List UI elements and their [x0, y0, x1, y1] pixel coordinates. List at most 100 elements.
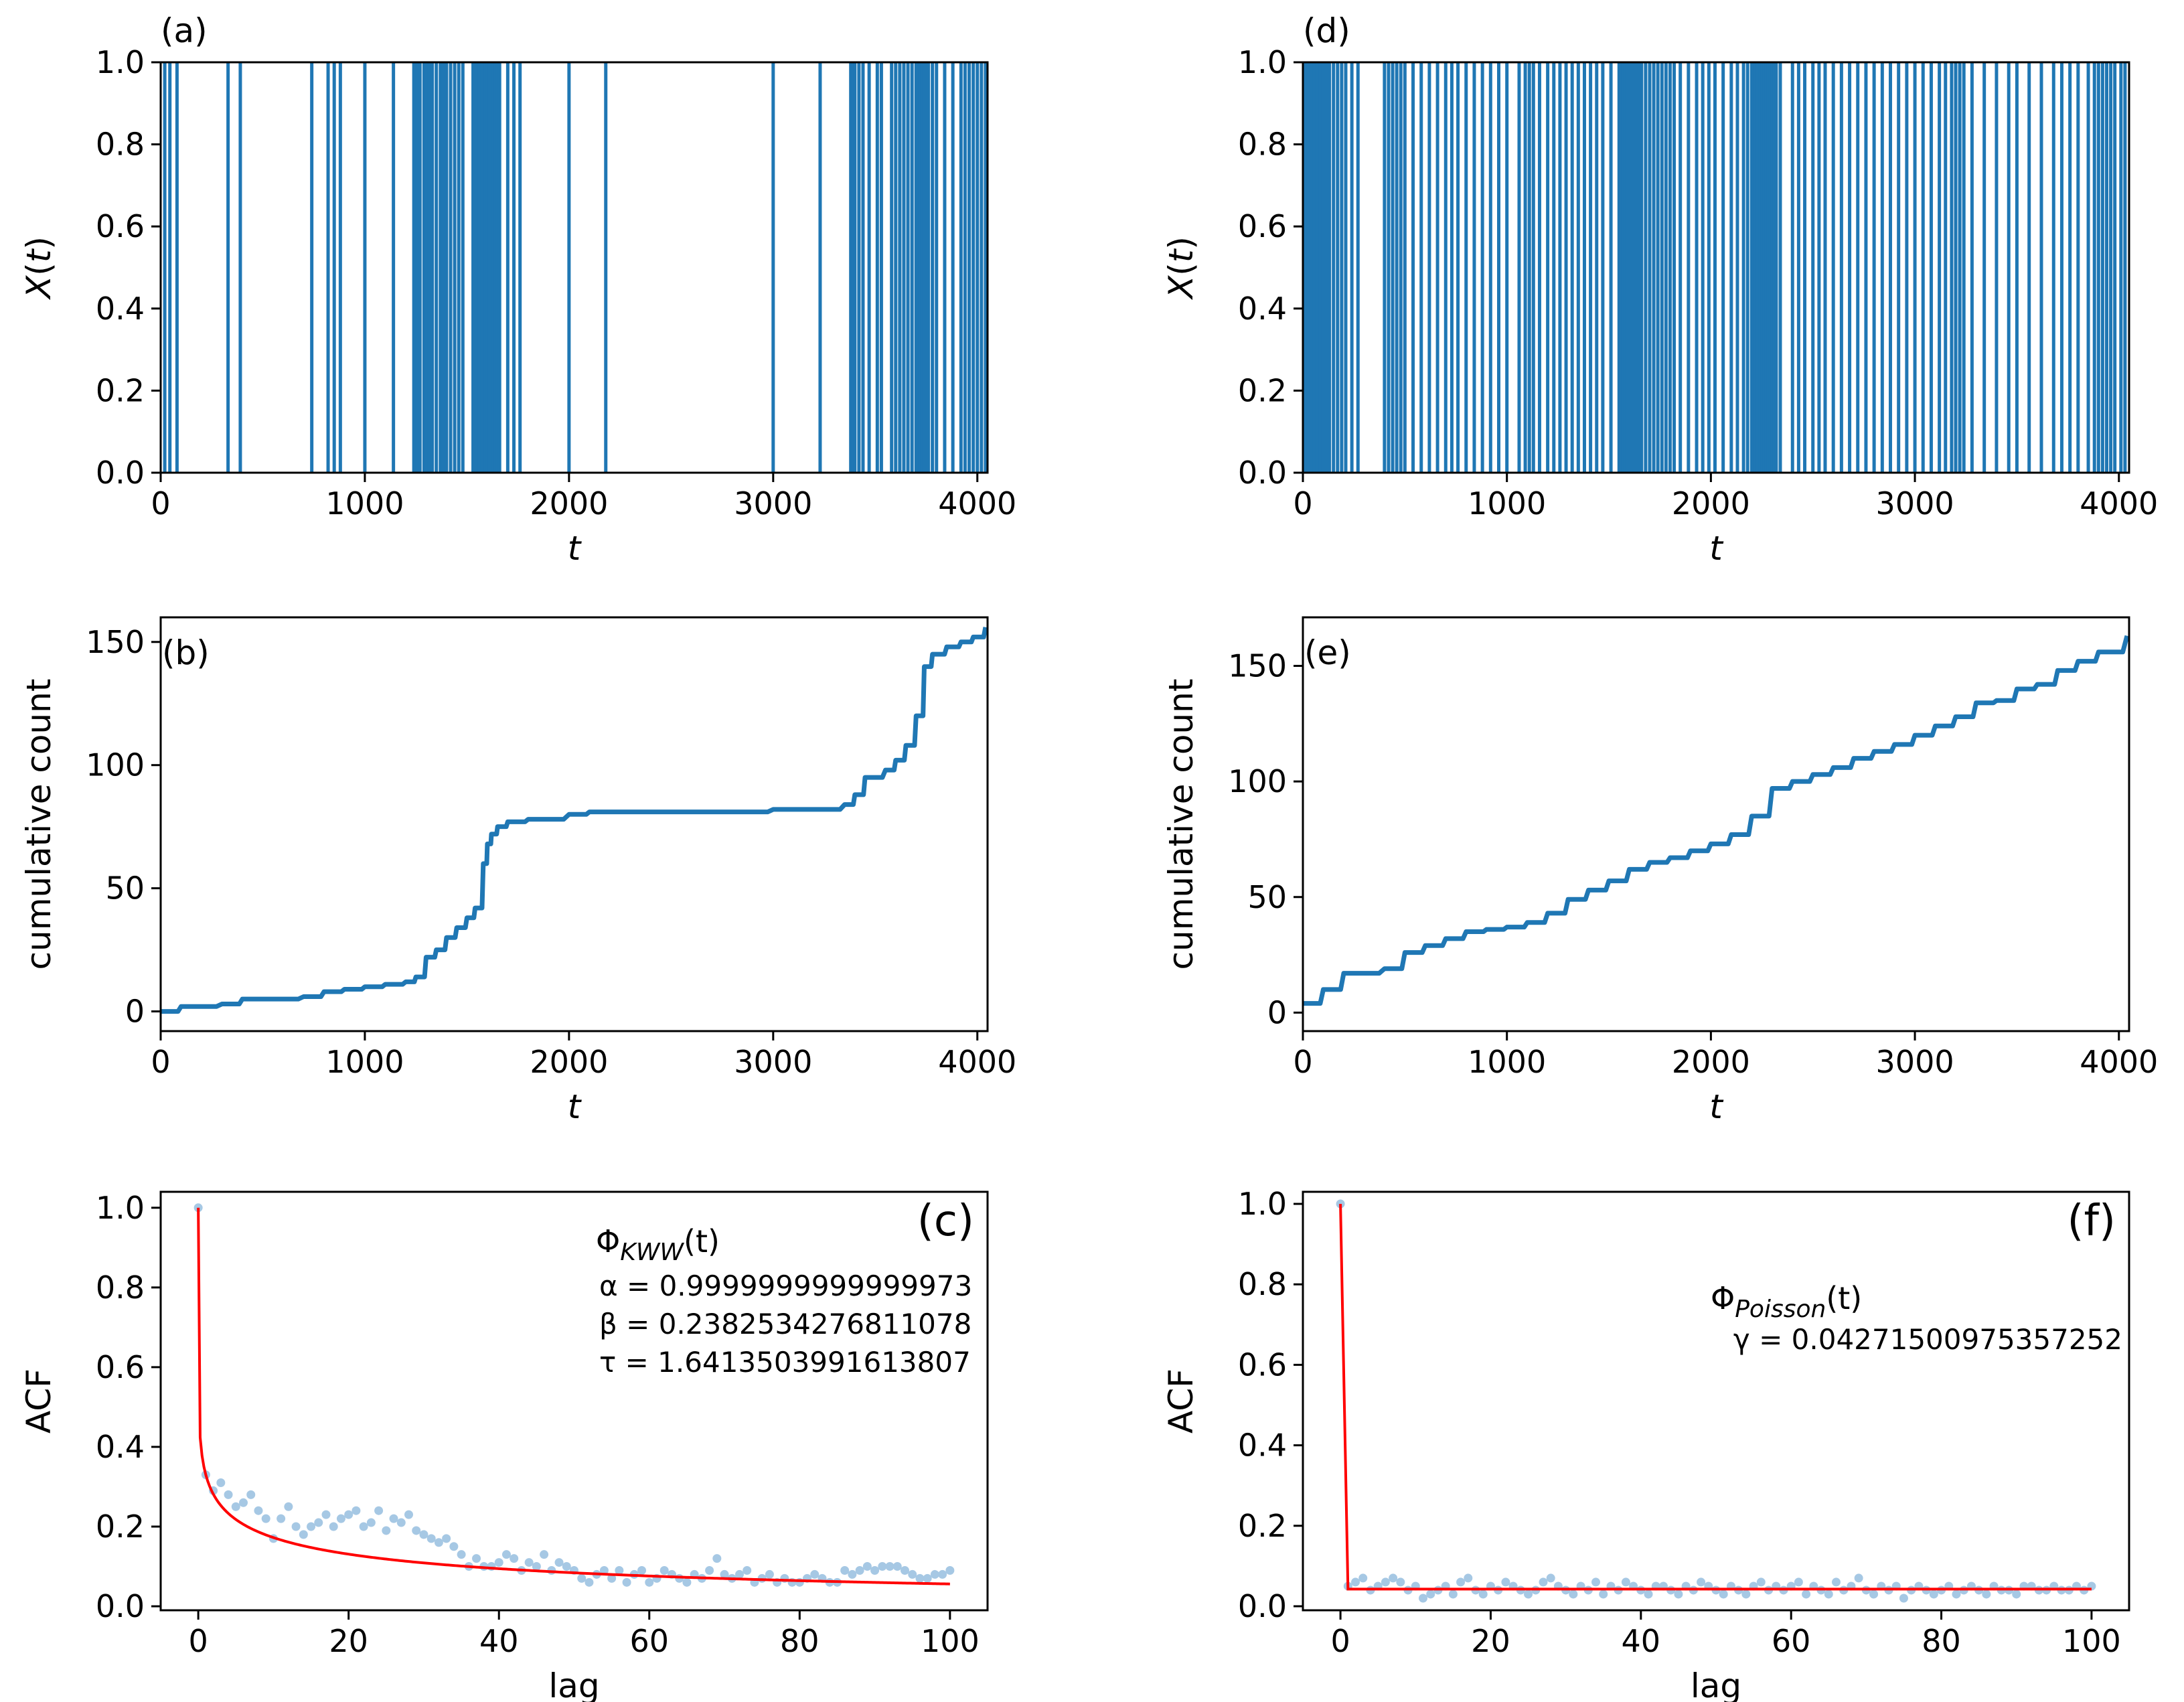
panel-d: 0 1000 2000 3000 40000.00.20.40.60.81.0tX(t)…: [1162, 11, 2158, 568]
panel-label: (d): [1303, 11, 1350, 50]
panel-label: (e): [1304, 633, 1351, 672]
plot-area-a: [163, 62, 988, 473]
acf-point: [720, 1569, 729, 1579]
acf-point: [1719, 1590, 1728, 1599]
x-tick-label: 3000: [1876, 485, 1954, 522]
acf-point: [735, 1569, 744, 1579]
y-tick-label: 1.0: [1238, 1186, 1287, 1222]
y-tick-label: 50: [105, 870, 145, 907]
acf-point: [1674, 1590, 1683, 1599]
axes-frame: [159, 1190, 989, 1612]
acf-point: [743, 1565, 752, 1575]
y-axis-label-t: t: [1162, 248, 1200, 262]
acf-point: [366, 1518, 376, 1527]
fit-annotation-arg: (t): [1826, 1280, 1862, 1316]
acf-point: [577, 1573, 587, 1583]
y-tick-label: 150: [1228, 648, 1287, 684]
y-tick-label: 1.0: [96, 1190, 145, 1226]
y-axis-label-close: ): [19, 236, 58, 250]
x-tick-label: 4000: [938, 1044, 1016, 1080]
acf-point: [1854, 1573, 1863, 1583]
acf-point: [1621, 1577, 1630, 1587]
panel-a: 0 1000 2000 3000 40000.00.20.40.60.81.0tX(t)…: [19, 11, 1016, 568]
y-tick-label: 0.2: [96, 1508, 145, 1545]
acf-point: [810, 1569, 820, 1579]
acf-point: [615, 1565, 624, 1575]
y-tick-label: 0.4: [1238, 1427, 1287, 1464]
y-tick-label: 0.0: [96, 455, 145, 491]
panel-label: (f): [2068, 1196, 2116, 1246]
acf-point: [1591, 1577, 1601, 1587]
acf-point: [314, 1518, 323, 1527]
acf-point: [840, 1565, 850, 1575]
x-tick-label: 100: [921, 1623, 980, 1659]
acf-point: [878, 1562, 887, 1571]
y-tick-label: 50: [1247, 879, 1287, 915]
x-tick-label: 60: [1772, 1623, 1811, 1659]
fit-parameter: β = 0.2382534276811078: [599, 1308, 971, 1340]
acf-point: [765, 1569, 774, 1579]
acf-point: [1831, 1577, 1841, 1587]
y-tick-label: 0.4: [96, 1429, 145, 1465]
x-axis-label: lag: [548, 1667, 599, 1702]
x-tick-label: 2000: [1672, 1044, 1750, 1080]
fit-annotation-sub: KWW: [620, 1239, 684, 1266]
y-axis-label: cumulative count: [19, 679, 58, 970]
x-tick-label: 4000: [2080, 485, 2158, 522]
x-tick-label: 4000: [2080, 1044, 2158, 1080]
x-tick-label: 0: [1330, 1623, 1350, 1659]
acf-point: [1824, 1590, 1833, 1599]
x-tick-label: 0: [1293, 485, 1312, 522]
acf-point: [659, 1565, 669, 1575]
acf-point: [1697, 1577, 1706, 1587]
acf-point: [930, 1569, 939, 1579]
acf-point: [908, 1569, 917, 1579]
x-tick-label: 3000: [734, 1044, 812, 1080]
acf-point: [329, 1522, 338, 1531]
y-tick-label: 0.8: [96, 127, 145, 163]
acf-point: [1478, 1590, 1488, 1599]
x-tick-label: 80: [1922, 1623, 1961, 1659]
acf-point: [1569, 1590, 1578, 1599]
acf-point: [254, 1506, 263, 1515]
y-tick-label: 0: [125, 994, 145, 1030]
acf-point: [239, 1498, 248, 1507]
acf-point: [885, 1562, 894, 1571]
acf-point: [637, 1565, 647, 1575]
x-tick-label: 0: [151, 1044, 170, 1080]
panel-c: 0 20 40 60 80 100 0.0 0.2 0.4 0.6 0.8 1.0 lag ACF (c) Φ…: [19, 1190, 989, 1702]
acf-point: [1426, 1590, 1435, 1599]
plot-area-b: [161, 627, 988, 1014]
panel-label: (c): [917, 1196, 974, 1246]
y-tick-label: 0.4: [96, 291, 145, 327]
x-axis-label: t: [568, 1087, 582, 1126]
acf-point: [1396, 1577, 1405, 1587]
axes-frame: [159, 616, 989, 1032]
acf-point: [374, 1506, 384, 1515]
panel-e: 0 1000 2000 3000 4000 0 50 100 150 t cumulative co…: [1162, 616, 2158, 1126]
cumulative-count-line: [1303, 635, 2129, 1006]
x-tick-label: 3000: [1876, 1044, 1954, 1080]
fit-annotation-title: ΦPoisson(t): [1711, 1280, 1862, 1323]
acf-point: [622, 1577, 631, 1587]
acf-point: [494, 1558, 503, 1567]
acf-point: [1524, 1590, 1533, 1599]
y-axis-label: X(t): [1162, 236, 1200, 301]
acf-point: [231, 1502, 240, 1511]
acf-point: [419, 1530, 428, 1539]
x-tick-label: 0: [1293, 1044, 1312, 1080]
acf-point: [1644, 1590, 1653, 1599]
acf-point: [1869, 1590, 1879, 1599]
x-tick-label: 40: [1622, 1623, 1661, 1659]
acf-point: [1899, 1594, 1908, 1603]
acf-point: [1389, 1573, 1398, 1583]
y-tick-label: 0: [1267, 994, 1287, 1030]
y-axis-label: ACF: [19, 1369, 58, 1434]
acf-point: [938, 1569, 947, 1579]
axes-frame: [159, 61, 989, 474]
acf-point: [599, 1565, 609, 1575]
plot-area-d: [1303, 62, 2127, 473]
fit-curve: [197, 1207, 950, 1585]
acf-point: [224, 1490, 233, 1499]
y-tick-label: 0.0: [1238, 1588, 1287, 1624]
